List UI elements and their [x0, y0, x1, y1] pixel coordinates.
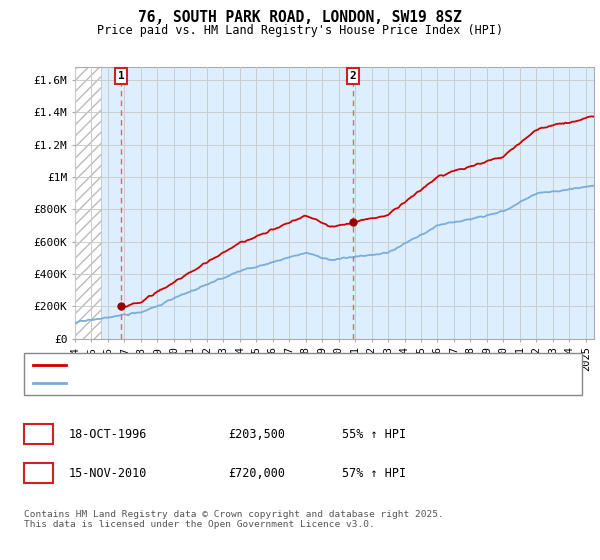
Text: 76, SOUTH PARK ROAD, LONDON, SW19 8SZ (semi-detached house): 76, SOUTH PARK ROAD, LONDON, SW19 8SZ (s…	[72, 360, 455, 370]
Text: 2: 2	[350, 71, 356, 81]
Text: 2: 2	[35, 466, 42, 480]
Text: £203,500: £203,500	[228, 427, 285, 441]
Text: 1: 1	[118, 71, 124, 81]
Text: 76, SOUTH PARK ROAD, LONDON, SW19 8SZ: 76, SOUTH PARK ROAD, LONDON, SW19 8SZ	[138, 10, 462, 25]
Bar	[75, 67, 101, 339]
Text: Price paid vs. HM Land Registry's House Price Index (HPI): Price paid vs. HM Land Registry's House …	[97, 24, 503, 36]
Text: 15-NOV-2010: 15-NOV-2010	[69, 466, 148, 480]
Text: £720,000: £720,000	[228, 466, 285, 480]
Text: Contains HM Land Registry data © Crown copyright and database right 2025.
This d: Contains HM Land Registry data © Crown c…	[24, 510, 444, 529]
Text: HPI: Average price, semi-detached house, Merton: HPI: Average price, semi-detached house,…	[72, 378, 377, 388]
Text: 57% ↑ HPI: 57% ↑ HPI	[342, 466, 406, 480]
Text: 18-OCT-1996: 18-OCT-1996	[69, 427, 148, 441]
Text: 1: 1	[35, 427, 42, 441]
Bar	[101, 67, 594, 339]
Text: 55% ↑ HPI: 55% ↑ HPI	[342, 427, 406, 441]
